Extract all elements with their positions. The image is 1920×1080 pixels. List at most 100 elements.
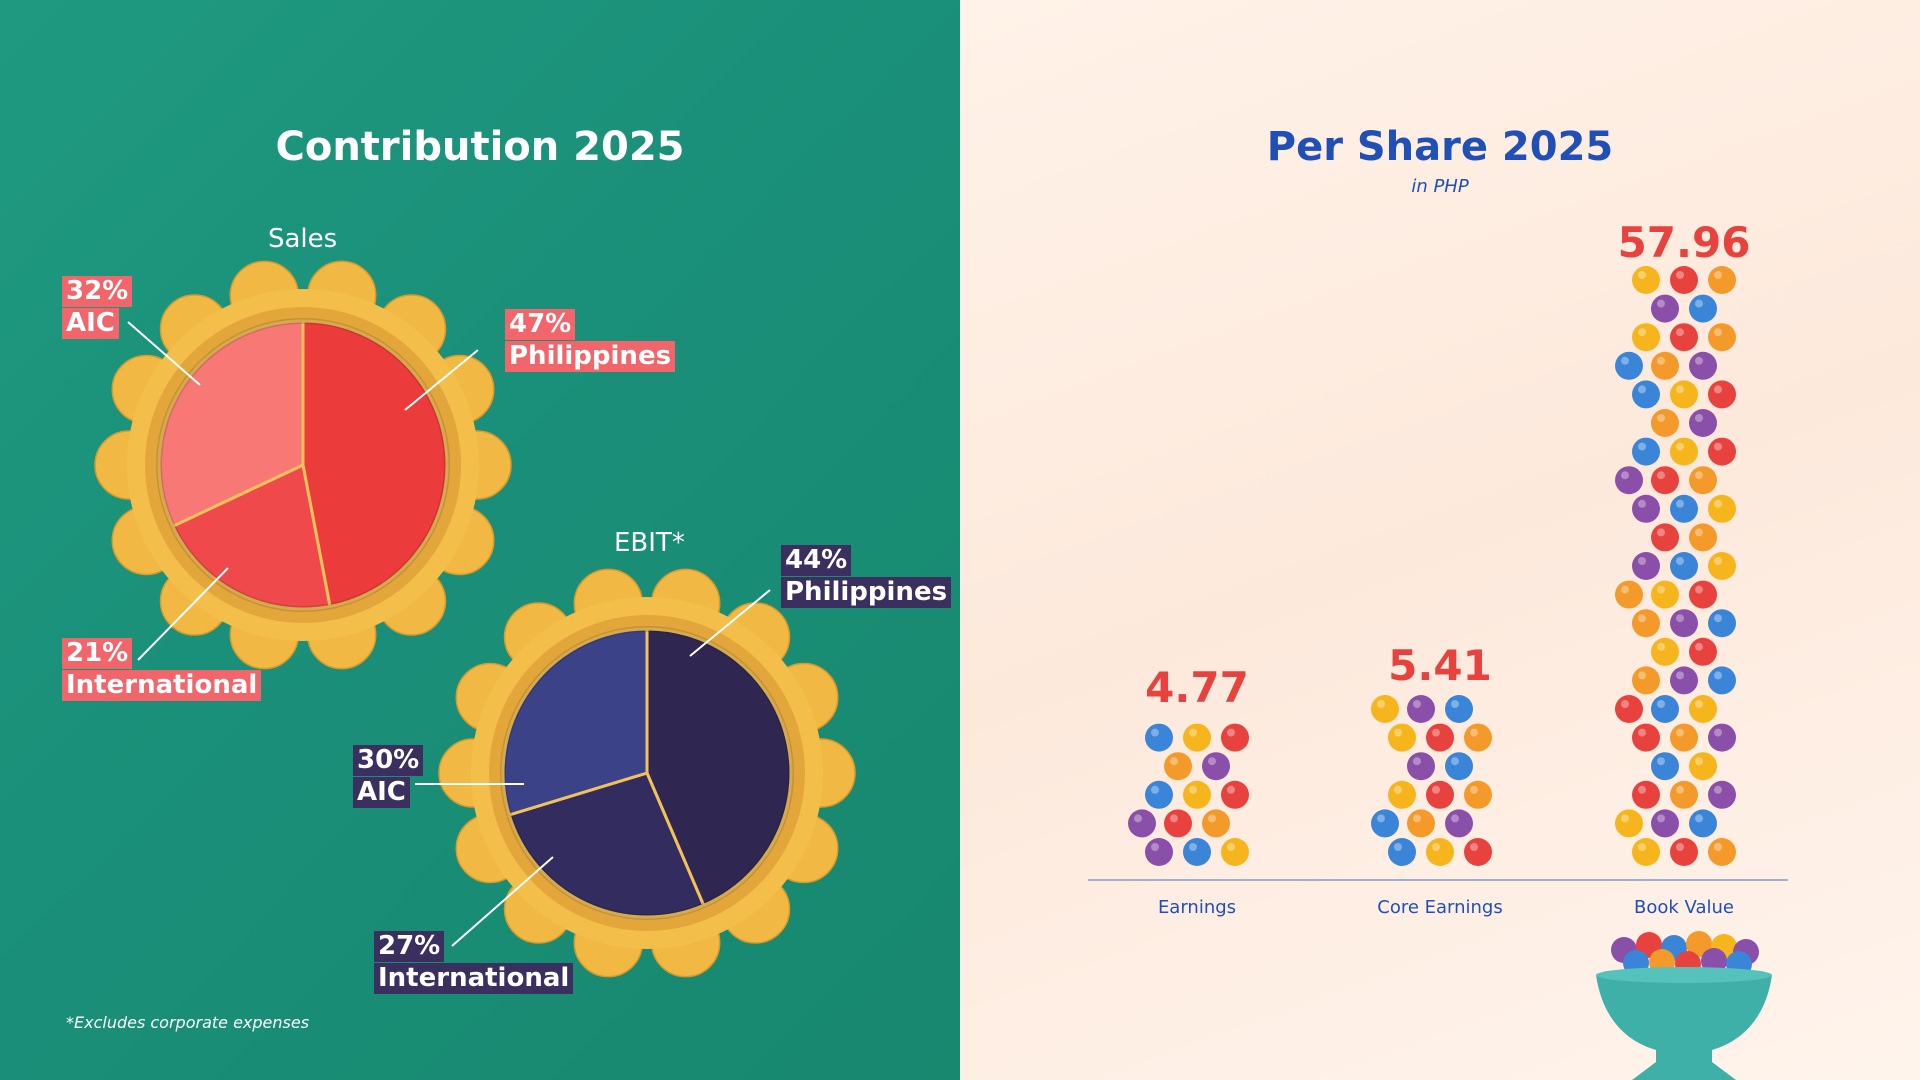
bead-highlight xyxy=(1621,356,1629,365)
bead-bar-book-value xyxy=(1615,266,1736,866)
bead-highlight xyxy=(1621,700,1629,708)
bead xyxy=(1670,266,1698,294)
bead-highlight xyxy=(1657,642,1665,651)
bead-highlight xyxy=(1189,728,1197,737)
bar-value-label: 57.96 xyxy=(1618,218,1751,267)
bowl-body xyxy=(1596,975,1772,1080)
bead-highlight xyxy=(1714,728,1722,737)
ebit-pie-chart xyxy=(415,568,856,978)
bead-highlight xyxy=(1714,499,1722,508)
bead-highlight xyxy=(1638,442,1646,451)
sales-pie-title: Sales xyxy=(268,224,338,254)
bead xyxy=(1689,466,1717,495)
bead-highlight xyxy=(1695,471,1703,480)
bead xyxy=(1202,809,1230,838)
bead xyxy=(1445,809,1473,838)
bead xyxy=(1651,752,1679,781)
ebit-philippines-label: Philippines xyxy=(781,577,952,608)
bead xyxy=(1651,409,1679,437)
bead-highlight xyxy=(1638,614,1646,623)
bead-highlight xyxy=(1621,814,1629,823)
bead-highlight xyxy=(1676,385,1684,394)
bead-highlight xyxy=(1227,843,1235,851)
bead-bowl-icon xyxy=(1596,931,1772,1080)
bead-highlight xyxy=(1676,843,1684,851)
bead xyxy=(1651,695,1679,723)
per-share-title: Per Share 2025 xyxy=(1266,124,1614,170)
bead xyxy=(1651,523,1679,552)
bead-highlight xyxy=(1657,299,1665,308)
bead xyxy=(1651,294,1679,323)
bead xyxy=(1632,780,1660,809)
bead-highlight xyxy=(1413,814,1421,823)
sales-philippines-label: Philippines xyxy=(505,341,676,372)
bead-highlight xyxy=(1714,614,1722,623)
bead xyxy=(1651,351,1679,380)
bead xyxy=(1445,695,1473,723)
bead-highlight xyxy=(1394,843,1402,851)
footnote: *Excludes corporate expenses xyxy=(66,1013,310,1032)
bead xyxy=(1708,437,1736,466)
bead-highlight xyxy=(1695,299,1703,308)
bead-highlight xyxy=(1676,442,1684,451)
bead-highlight xyxy=(1676,499,1684,508)
bead-highlight xyxy=(1638,271,1646,279)
filling-shadow xyxy=(156,318,450,612)
bead xyxy=(1145,780,1173,809)
bead-highlight xyxy=(1470,843,1478,851)
pie-slice-philippines xyxy=(645,627,793,908)
pie-slice-aic xyxy=(157,319,305,529)
bead xyxy=(1670,552,1698,580)
bead xyxy=(1708,838,1736,866)
bead xyxy=(1615,466,1643,495)
bead xyxy=(1689,351,1717,380)
bead xyxy=(1183,838,1211,866)
bead xyxy=(1708,723,1736,752)
bowl-bead xyxy=(1686,931,1712,957)
bead xyxy=(1615,809,1643,838)
bead-highlight xyxy=(1695,642,1703,651)
ebit-aic-label: AIC xyxy=(353,777,410,808)
bead-highlight xyxy=(1657,356,1665,365)
bead-highlight xyxy=(1451,757,1459,766)
bead xyxy=(1708,780,1736,809)
bead-highlight xyxy=(1638,328,1646,337)
bead-highlight xyxy=(1208,814,1216,823)
bead xyxy=(1632,609,1660,638)
contribution-title: Contribution 2025 xyxy=(275,124,685,170)
bead-highlight xyxy=(1657,528,1665,537)
bead-highlight xyxy=(1451,814,1459,823)
pie-slice-philippines xyxy=(301,319,449,609)
bead xyxy=(1632,494,1660,523)
pie-slice-international xyxy=(170,462,332,611)
bead-highlight xyxy=(1676,557,1684,565)
bead xyxy=(1164,752,1192,781)
bead-highlight xyxy=(1695,757,1703,766)
bead-highlight xyxy=(1714,328,1722,337)
bead-highlight xyxy=(1695,356,1703,365)
per-share-bar-chart: 4.77 Earnings 5.41 Core Earnings 57.96 Book V… xyxy=(1088,218,1788,918)
bead xyxy=(1407,695,1435,723)
bar-value-label: 5.41 xyxy=(1388,641,1492,690)
bead-highlight xyxy=(1714,271,1722,279)
bead-highlight xyxy=(1676,614,1684,623)
bead-highlight xyxy=(1695,814,1703,823)
bowl-rim xyxy=(1596,967,1772,983)
bead xyxy=(1128,809,1156,838)
filling-shadow xyxy=(500,626,794,920)
bead-highlight xyxy=(1208,757,1216,766)
bar-value-label: 4.77 xyxy=(1145,663,1249,712)
bead-highlight xyxy=(1714,557,1722,565)
category-label: Book Value xyxy=(1634,897,1734,918)
bead xyxy=(1145,723,1173,752)
bead xyxy=(1689,409,1717,437)
bead-highlight xyxy=(1714,843,1722,851)
bead xyxy=(1632,380,1660,409)
bead xyxy=(1221,780,1249,809)
ebit-philippines-pct: 44% xyxy=(781,545,852,576)
bead-highlight xyxy=(1695,528,1703,537)
bead-highlight xyxy=(1189,785,1197,794)
bead-highlight xyxy=(1695,585,1703,594)
bead xyxy=(1145,838,1173,866)
